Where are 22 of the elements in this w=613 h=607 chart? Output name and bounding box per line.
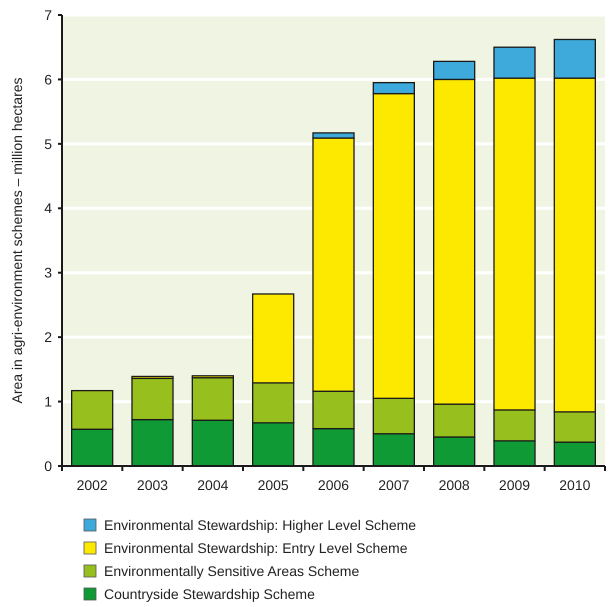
legend-label: Environmental Stewardship: Entry Level Scheme xyxy=(104,540,408,556)
legend-label: Environmentally Sensitive Areas Scheme xyxy=(104,562,360,579)
x-tick-label: 2006 xyxy=(318,477,350,493)
x-tick-label: 2003 xyxy=(136,477,168,493)
y-tick-label: 4 xyxy=(44,200,52,216)
y-tick-label: 2 xyxy=(44,329,52,346)
y-tick-label: 3 xyxy=(44,264,52,281)
x-tick-label: 2007 xyxy=(378,477,410,493)
y-axis-title: Area in agri-environment schemes – million hectares xyxy=(9,77,25,404)
x-tick-label: 2009 xyxy=(498,477,530,493)
y-tick-label: 5 xyxy=(44,136,52,152)
x-tick-label: 2002 xyxy=(76,477,108,493)
y-tick-label: 0 xyxy=(44,458,52,474)
x-tick-label: 2008 xyxy=(438,477,470,493)
legend-label: Countryside Stewardship Scheme xyxy=(104,586,316,602)
y-tick-label: 6 xyxy=(44,71,52,88)
y-tick-label: 1 xyxy=(44,393,52,410)
legend-label: Environmental Stewardship: Higher Level Scheme xyxy=(104,516,416,533)
y-tick-label: 7 xyxy=(44,6,52,23)
x-tick-label: 2005 xyxy=(258,477,289,493)
x-tick-label: 2010 xyxy=(559,477,591,493)
x-tick-label: 2004 xyxy=(197,477,229,493)
